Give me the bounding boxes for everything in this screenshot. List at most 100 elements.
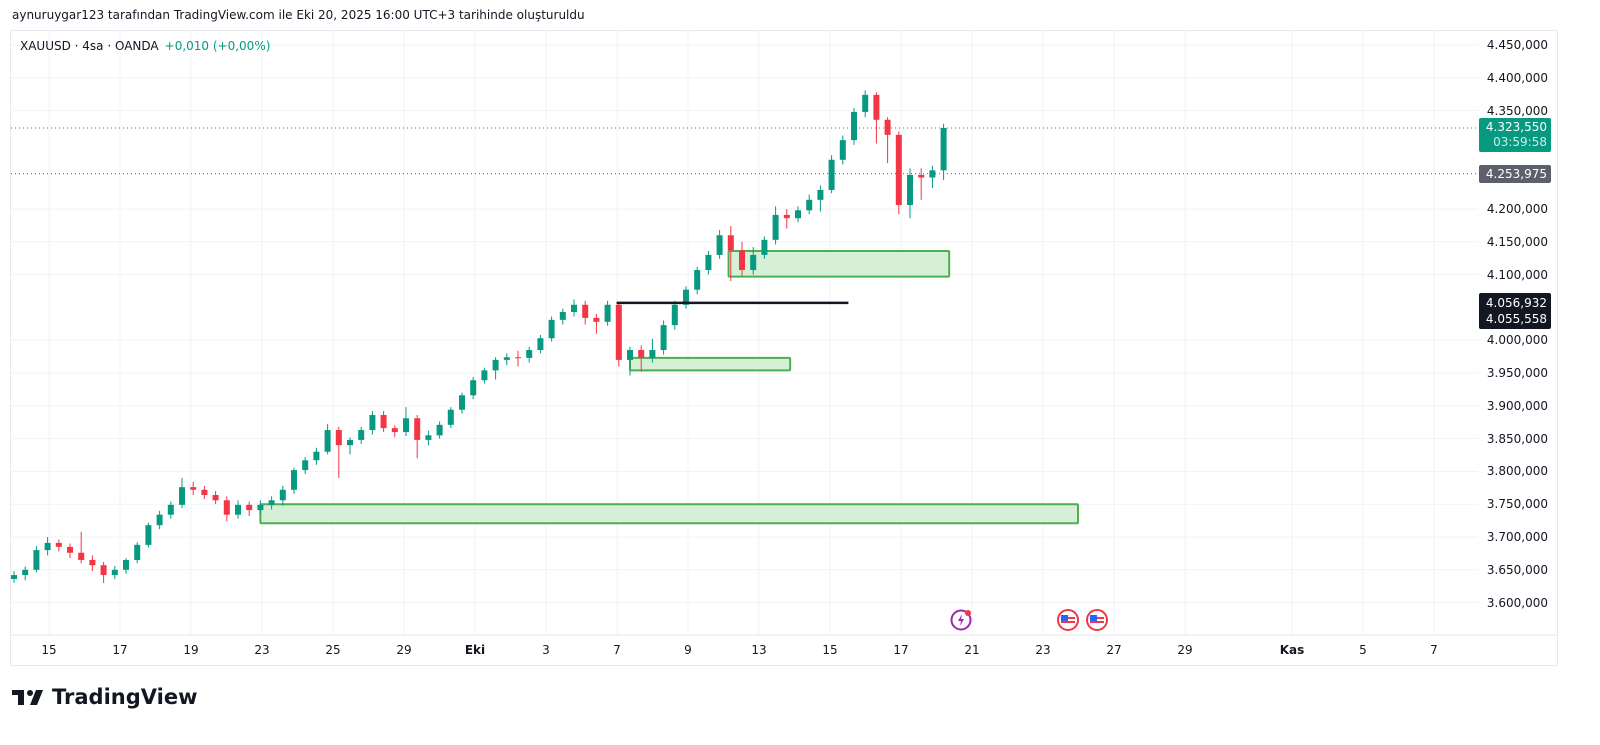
us-flag-event-icon[interactable]: [1057, 609, 1079, 631]
time-tick-label: 21: [964, 643, 980, 657]
price-tick-label: 4.350,000: [1486, 103, 1548, 118]
symbol-info: XAUUSD · 4sa · OANDA: [20, 39, 159, 53]
candle-down: [515, 357, 521, 359]
candle-up: [929, 170, 936, 178]
time-tick-label: 27: [1106, 643, 1122, 657]
time-tick-label: 7: [1430, 643, 1438, 657]
price-tick-label: 4.200,000: [1486, 202, 1548, 216]
candle-up: [33, 550, 40, 570]
us-flag-event-icon[interactable]: [1086, 609, 1108, 631]
candle-up: [761, 239, 768, 255]
time-tick-label: 29: [1177, 643, 1193, 657]
candle-down: [190, 487, 197, 490]
candle-up: [795, 210, 801, 219]
symbol-legend: XAUUSD · 4sa · OANDA +0,010 (+0,00%): [20, 39, 270, 53]
chart-caption: aynuruygar123 tarafından TradingView.com…: [12, 8, 585, 22]
price-tick-label: 4.400,000: [1486, 70, 1548, 85]
candle-up: [851, 111, 857, 141]
candle-down: [615, 304, 622, 360]
candle-down: [89, 559, 96, 566]
time-tick-label: 17: [112, 643, 128, 657]
candle-up: [694, 270, 701, 290]
candle-up: [302, 460, 309, 471]
candle-up: [559, 311, 566, 320]
line-price-high: 4.056,932: [1485, 296, 1547, 310]
candle-up: [481, 370, 488, 381]
candle-up: [179, 487, 185, 505]
candle-up: [649, 350, 656, 358]
candle-down: [739, 250, 745, 271]
price-change: +0,010 (+0,00%): [164, 39, 271, 53]
candle-up: [940, 127, 947, 171]
candle-down: [593, 317, 600, 322]
candle-down: [638, 350, 645, 358]
candle-up: [44, 542, 51, 551]
candle-down: [783, 214, 790, 219]
time-tick-label: 7: [613, 643, 621, 657]
candle-up: [11, 575, 17, 579]
time-tick-label: 23: [254, 643, 270, 657]
candle-up: [683, 289, 689, 305]
bar-countdown: 03:59:58: [1493, 135, 1547, 149]
price-tick-label: 3.700,000: [1486, 530, 1548, 544]
price-tick-label: 3.800,000: [1486, 464, 1548, 479]
candle-down: [414, 418, 421, 440]
time-tick-label: 17: [893, 643, 909, 657]
candle-down: [727, 235, 734, 251]
candle-up: [134, 544, 141, 560]
candle-down: [223, 500, 230, 515]
time-tick-label: 25: [325, 643, 341, 657]
candle-up: [358, 430, 365, 440]
price-tick-label: 4.100,000: [1486, 267, 1548, 282]
price-tick-label: 4.000,000: [1486, 333, 1548, 348]
support-zone-mid: [629, 356, 792, 372]
prev-close-tag: 4.253,975: [1479, 165, 1551, 183]
price-tick-label: 3.650,000: [1486, 562, 1548, 577]
price-tick-label: 3.600,000: [1486, 595, 1548, 610]
candle-up: [235, 504, 241, 515]
price-tick-label: 3.900,000: [1486, 398, 1548, 413]
chart-panel[interactable]: [10, 30, 1558, 666]
candle-up: [313, 451, 320, 461]
candle-up: [862, 94, 869, 112]
candle-down: [55, 542, 62, 547]
candle-up: [660, 325, 667, 351]
candle-down: [78, 552, 85, 560]
time-tick-label: 15: [41, 643, 57, 657]
candle-down: [67, 546, 73, 553]
candle-up: [839, 140, 846, 160]
time-tick-label: Kas: [1279, 643, 1305, 657]
candle-down: [246, 504, 253, 511]
candle-down: [335, 430, 342, 446]
time-tick-label: Eki: [464, 643, 486, 657]
brand-name: TradingView: [52, 685, 198, 709]
time-tick-label: 23: [1035, 643, 1051, 657]
candle-down: [918, 174, 925, 178]
candle-down: [873, 94, 880, 120]
candle-up: [604, 304, 611, 322]
tradingview-logo-icon: [12, 690, 43, 705]
candle-up: [716, 235, 723, 255]
price-tick-label: 3.850,000: [1486, 431, 1548, 446]
candle-down: [201, 489, 208, 496]
candle-up: [806, 199, 813, 211]
earnings-event-icon[interactable]: [950, 609, 972, 631]
candle-up: [22, 569, 29, 576]
candle-up: [145, 525, 152, 545]
time-tick-label: 29: [396, 643, 412, 657]
tradingview-logo[interactable]: TradingView: [12, 685, 197, 709]
candle-up: [123, 559, 129, 570]
candle-down: [582, 304, 589, 318]
support-zone-high: [727, 249, 951, 278]
candle-down: [100, 565, 107, 576]
candle-up: [257, 504, 264, 511]
candle-up: [156, 514, 163, 526]
time-tick-label: 9: [684, 643, 692, 657]
candle-up: [268, 500, 275, 505]
candle-up: [705, 254, 712, 271]
candle-up: [537, 338, 544, 351]
candle-up: [526, 350, 533, 358]
candle-up: [750, 254, 757, 271]
candle-up: [111, 569, 118, 576]
